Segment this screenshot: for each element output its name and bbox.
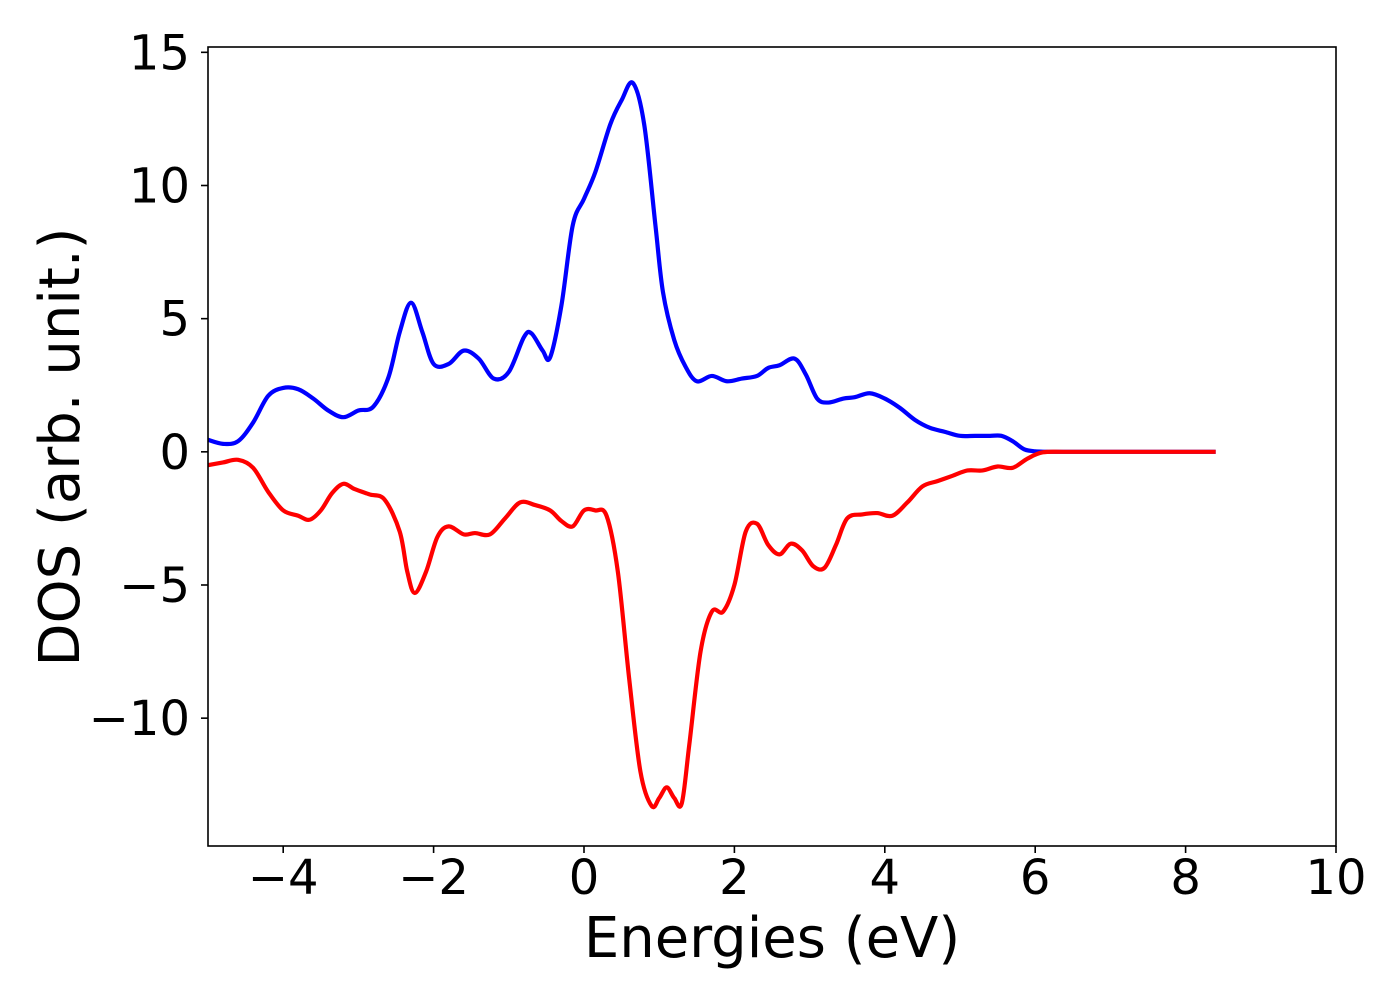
y-tick-label: −10	[89, 691, 190, 747]
x-tick-label: 8	[1170, 850, 1201, 906]
y-axis-label: DOS (arb. unit.)	[28, 227, 93, 666]
y-tick-label: 5	[159, 292, 190, 348]
x-ticks: −4 −2 0 2 4 6 8 10	[248, 846, 1367, 906]
x-tick-label: 4	[870, 850, 901, 906]
series-line-1	[208, 80, 1216, 454]
series-layer	[208, 80, 1216, 810]
x-tick-label: 6	[1020, 850, 1051, 906]
plot-frame	[207, 46, 1337, 847]
series-line-2	[208, 449, 1216, 810]
x-tick-label: 0	[569, 850, 600, 906]
x-tick-label: 2	[719, 850, 750, 906]
y-tick-label: 0	[159, 425, 190, 481]
y-ticks: −10 −5 0 5 10 15	[89, 25, 208, 747]
x-tick-label: 10	[1305, 850, 1366, 906]
x-axis-label: Energies (eV)	[584, 906, 960, 971]
y-tick-label: −5	[119, 558, 190, 614]
x-tick-label: −2	[398, 850, 469, 906]
x-tick-label: −4	[248, 850, 319, 906]
y-tick-label: 15	[129, 25, 190, 81]
y-tick-label: 10	[129, 158, 190, 214]
